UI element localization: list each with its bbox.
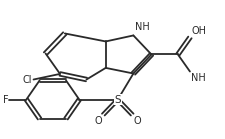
Text: O: O — [94, 116, 102, 126]
Text: OH: OH — [191, 26, 206, 36]
Text: O: O — [133, 116, 141, 126]
Text: NH: NH — [191, 73, 206, 83]
Text: F: F — [3, 95, 8, 105]
Text: Cl: Cl — [23, 75, 32, 85]
Text: S: S — [115, 95, 121, 105]
Text: NH: NH — [135, 22, 149, 32]
